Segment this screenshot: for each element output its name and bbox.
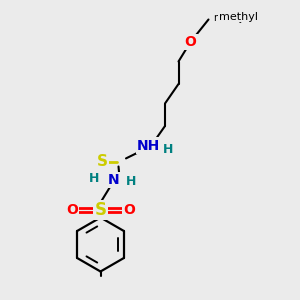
Text: methyl: methyl [219, 11, 258, 22]
Text: Br: Br [0, 299, 1, 300]
Text: O: O [184, 35, 196, 49]
Text: O: O [123, 203, 135, 217]
Text: N: N [108, 173, 120, 187]
Text: S: S [97, 154, 107, 169]
Text: H: H [163, 142, 173, 156]
Text: O: O [66, 203, 78, 217]
Text: NH: NH [137, 139, 160, 152]
Text: S: S [94, 201, 106, 219]
Text: H: H [126, 175, 136, 188]
Text: H: H [89, 172, 100, 185]
Text: methyl: methyl [213, 13, 247, 23]
